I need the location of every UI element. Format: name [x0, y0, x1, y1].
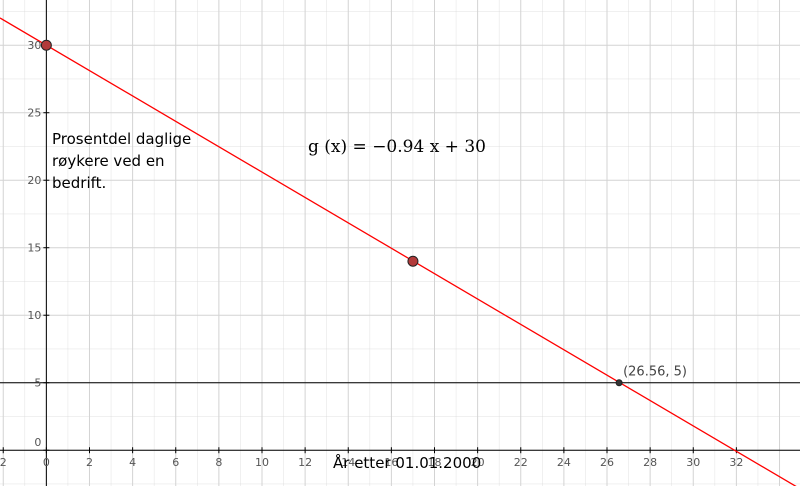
point-label: (26.56, 5): [623, 365, 687, 380]
x-tick-label: 4: [129, 456, 136, 469]
y-tick-label: 10: [27, 309, 41, 322]
function-graph: [0, 17, 800, 486]
y-tick-label: 0: [34, 436, 41, 449]
tick-labels: 2 0 2 4 6 8 10 12 14 16 18 20 22 24 26 28 30 320510152025…: [0, 39, 743, 469]
y-tick-label: 30: [27, 39, 41, 52]
x-tick-label: 2: [86, 456, 93, 469]
x-tick-label: 20: [471, 456, 485, 469]
x-tick-label: 0: [43, 456, 50, 469]
x-tick-label: 14: [341, 456, 355, 469]
x-tick-label: 6: [172, 456, 179, 469]
x-tick-label: 24: [557, 456, 571, 469]
y-tick-label: 5: [34, 377, 41, 390]
point-large[interactable]: [40, 39, 52, 51]
points[interactable]: [40, 39, 623, 387]
note-text: Prosentdel daglige røykere ved en bedrif…: [52, 130, 192, 192]
y-tick-label: 15: [27, 242, 41, 255]
x-axis-label: År etter 01.01.2000: [333, 454, 482, 472]
function-label[interactable]: g (x) = −0.94 x + 30: [308, 137, 486, 157]
x-tick-label: 2: [0, 456, 7, 469]
x-tick-label: 32: [729, 456, 743, 469]
x-tick-label: 26: [600, 456, 614, 469]
point-large[interactable]: [407, 255, 419, 267]
x-tick-label: 28: [643, 456, 657, 469]
intersection-point[interactable]: [615, 379, 623, 387]
function-line-g[interactable]: [0, 17, 800, 486]
y-tick-label: 25: [27, 107, 41, 120]
x-tick-label: 16: [384, 456, 398, 469]
x-tick-label: 12: [298, 456, 312, 469]
x-tick-label: 10: [255, 456, 269, 469]
x-tick-label: 30: [686, 456, 700, 469]
x-tick-label: 18: [428, 456, 442, 469]
x-tick-label: 22: [514, 456, 528, 469]
x-tick-label: 8: [215, 456, 222, 469]
y-tick-label: 20: [27, 174, 41, 187]
